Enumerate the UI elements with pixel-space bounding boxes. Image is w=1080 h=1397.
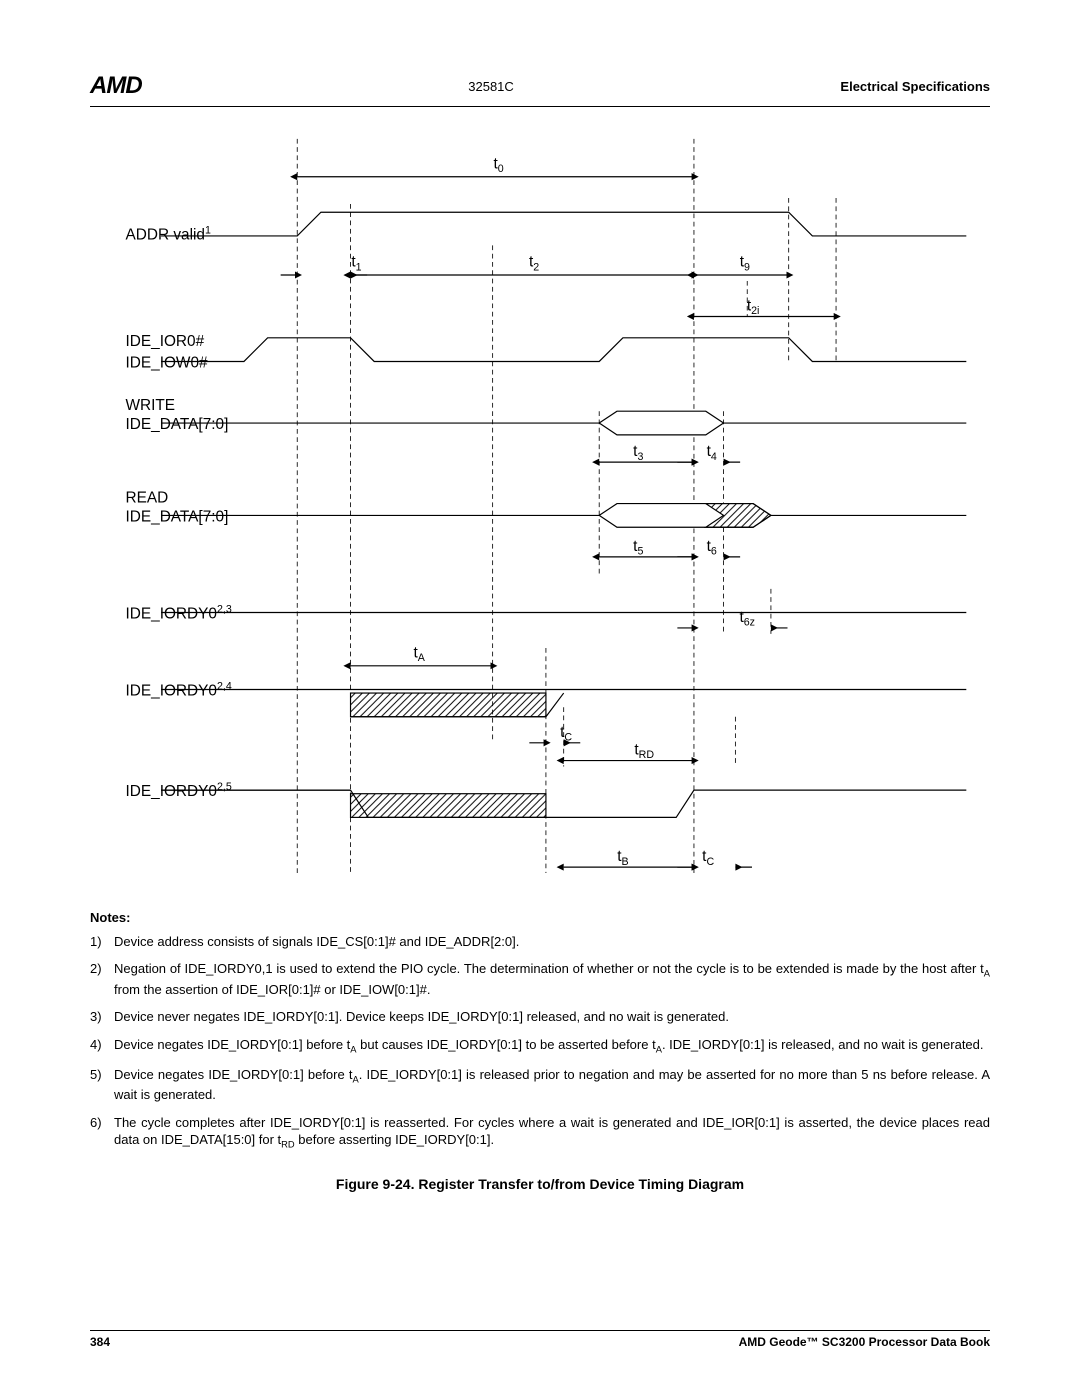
svg-text:t5: t5 (633, 538, 643, 558)
figure-caption: Figure 9-24. Register Transfer to/from D… (90, 1176, 990, 1192)
note-number: 3) (90, 1008, 114, 1026)
doc-number: 32581C (468, 79, 514, 94)
svg-text:t0: t0 (493, 155, 503, 175)
note-number: 2) (90, 960, 114, 998)
svg-text:IDE_IOW0#: IDE_IOW0# (126, 354, 208, 371)
note-number: 6) (90, 1114, 114, 1152)
svg-text:t9: t9 (740, 254, 750, 274)
svg-text:ADDR valid1: ADDR valid1 (126, 225, 211, 244)
svg-text:IDE_DATA[7:0]: IDE_DATA[7:0] (126, 508, 229, 525)
svg-text:READ: READ (126, 489, 169, 506)
note-item: 3)Device never negates IDE_IORDY[0:1]. D… (90, 1008, 990, 1026)
svg-text:tA: tA (414, 645, 426, 665)
note-number: 1) (90, 933, 114, 951)
timing-svg: ADDR valid1 IDE_IOR0# IDE_IOW0# WRITE IDE_DA… (90, 127, 990, 885)
section-title: Electrical Specifications (840, 79, 990, 94)
svg-text:tC: tC (702, 848, 714, 868)
timing-diagram: ADDR valid1 IDE_IOR0# IDE_IOW0# WRITE IDE_DA… (90, 127, 990, 890)
note-item: 4)Device negates IDE_IORDY[0:1] before t… (90, 1036, 990, 1056)
svg-text:WRITE: WRITE (126, 397, 176, 414)
note-item: 5)Device negates IDE_IORDY[0:1] before t… (90, 1066, 990, 1104)
page-number: 384 (90, 1335, 110, 1349)
notes-list: 1)Device address consists of signals IDE… (90, 933, 990, 1152)
svg-text:t6: t6 (707, 538, 717, 558)
note-text: The cycle completes after IDE_IORDY[0:1]… (114, 1114, 990, 1152)
note-number: 4) (90, 1036, 114, 1056)
page-footer: 384 AMD Geode™ SC3200 Processor Data Boo… (90, 1330, 990, 1349)
logo: AMD (90, 72, 142, 100)
note-text: Device negates IDE_IORDY[0:1] before tA … (114, 1036, 990, 1056)
svg-text:tRD: tRD (634, 742, 654, 762)
page-header: AMD 32581C Electrical Specifications (90, 72, 990, 107)
note-text: Device negates IDE_IORDY[0:1] before tA.… (114, 1066, 990, 1104)
note-item: 6)The cycle completes after IDE_IORDY[0:… (90, 1114, 990, 1152)
svg-text:t3: t3 (633, 443, 643, 463)
notes-section: Notes: 1)Device address consists of sign… (90, 910, 990, 1152)
svg-text:t2i: t2i (747, 298, 760, 318)
note-number: 5) (90, 1066, 114, 1104)
svg-text:t6z: t6z (739, 609, 755, 629)
book-title: AMD Geode™ SC3200 Processor Data Book (739, 1335, 990, 1349)
note-text: Device never negates IDE_IORDY[0:1]. Dev… (114, 1008, 990, 1026)
notes-heading: Notes: (90, 910, 990, 925)
svg-text:t2: t2 (529, 254, 539, 274)
note-text: Negation of IDE_IORDY0,1 is used to exte… (114, 960, 990, 998)
svg-text:IDE_DATA[7:0]: IDE_DATA[7:0] (126, 416, 229, 433)
svg-text:IDE_IOR0#: IDE_IOR0# (126, 333, 205, 350)
note-text: Device address consists of signals IDE_C… (114, 933, 990, 951)
page: AMD 32581C Electrical Specifications ADD… (0, 0, 1080, 1397)
svg-text:tC: tC (560, 724, 572, 744)
svg-text:tB: tB (617, 848, 628, 868)
svg-text:t4: t4 (707, 443, 717, 463)
svg-text:t1: t1 (351, 254, 361, 274)
note-item: 2)Negation of IDE_IORDY0,1 is used to ex… (90, 960, 990, 998)
note-item: 1)Device address consists of signals IDE… (90, 933, 990, 951)
